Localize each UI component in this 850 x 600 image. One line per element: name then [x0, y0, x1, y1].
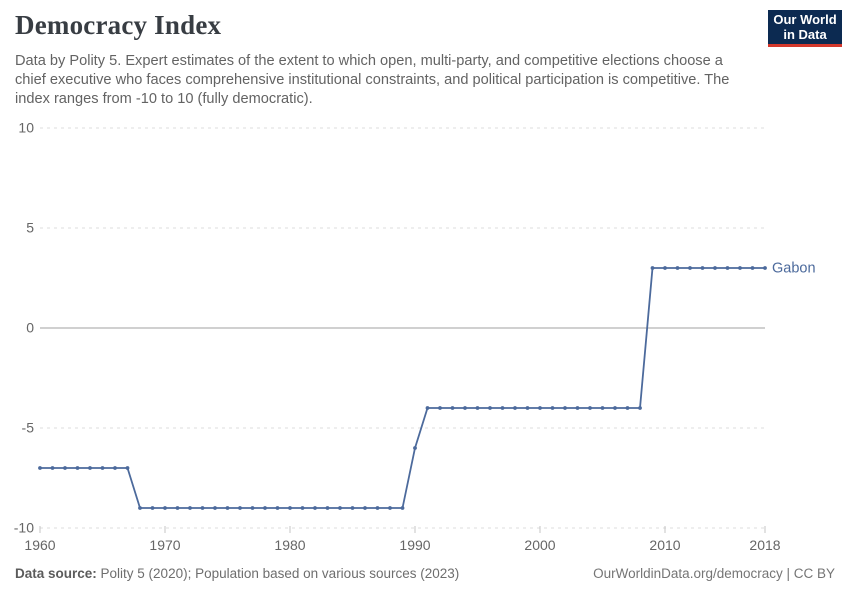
owid-logo-line2: in Data [783, 27, 827, 42]
entity-label: Gabon [772, 261, 816, 277]
chart-footer: Data source: Polity 5 (2020); Population… [15, 566, 835, 581]
x-tick-label: 1960 [24, 537, 55, 553]
x-tick-label: 1990 [399, 537, 430, 553]
x-tick-label: 1970 [149, 537, 180, 553]
y-tick-label: -5 [22, 420, 35, 436]
owid-logo[interactable]: Our World in Data [768, 10, 842, 47]
x-tick-label: 2000 [524, 537, 555, 553]
series-line-gabon [40, 267, 765, 509]
chart-title: Democracy Index [15, 10, 222, 40]
data-source-label: Data source: [15, 566, 97, 581]
data-source-text: Polity 5 (2020); Population based on var… [96, 566, 460, 581]
subtitle-line: index ranges from -10 to 10 (fully democ… [15, 91, 313, 107]
x-tick-label: 2018 [749, 537, 780, 553]
chart-canvas: -10 -5 0 5 10 1960 1970 1980 1990 2000 2010 2018 Gab… [14, 120, 816, 554]
y-tick-label: 0 [26, 320, 34, 336]
data-source-note: Data source: Polity 5 (2020); Population… [15, 566, 459, 581]
series-points-gabon [38, 266, 767, 510]
x-axis: 1960 1970 1980 1990 2000 2010 2018 [24, 526, 781, 553]
owid-url-link[interactable]: OurWorldinData.org/democracy | CC BY [593, 566, 835, 581]
subtitle-line: chief executive who faces comprehensive … [15, 72, 730, 88]
gridlines: -10 -5 0 5 10 [14, 120, 765, 536]
owid-logo-line1: Our World [773, 12, 837, 27]
y-tick-label: 10 [18, 120, 34, 136]
chart-subtitle: Data by Polity 5. Expert estimates of th… [15, 52, 760, 109]
x-tick-label: 1980 [274, 537, 305, 553]
subtitle-line: Data by Polity 5. Expert estimates of th… [15, 53, 723, 69]
y-tick-label: 5 [26, 220, 34, 236]
x-tick-label: 2010 [649, 537, 680, 553]
y-tick-label: -10 [14, 520, 34, 536]
